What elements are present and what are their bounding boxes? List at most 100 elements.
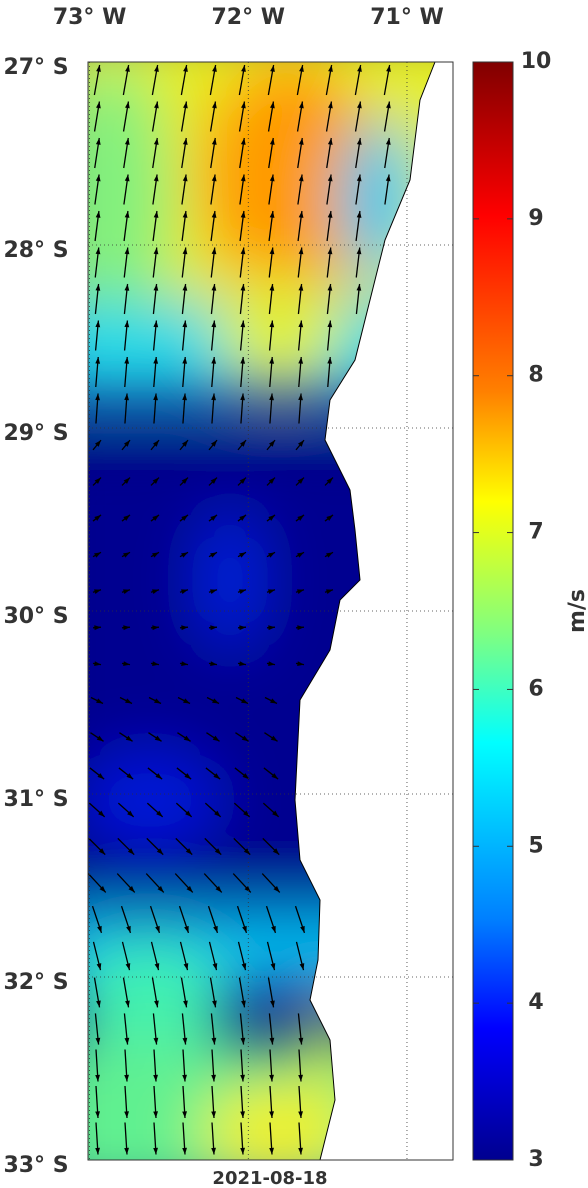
wind-arrow-head (327, 174, 333, 182)
wind-arrow-head (95, 1037, 101, 1045)
wind-arrow-head (268, 514, 275, 521)
wind-arrow-head (298, 138, 304, 145)
wind-arrow-head (243, 810, 250, 817)
wind-arrow-head (239, 661, 246, 666)
wind-arrow-head (270, 65, 275, 72)
wind-arrow-head (96, 1000, 101, 1008)
wind-arrow-head (95, 284, 101, 291)
wind-arrow-head (241, 1000, 246, 1008)
wind-arrow-head (94, 477, 101, 484)
wind-arrow-head (184, 925, 189, 933)
wind-arrow-head (155, 773, 163, 780)
wind-arrow-head (268, 440, 275, 447)
colorbar-tick-label: 10 (521, 49, 552, 74)
wind-arrow-head (123, 514, 130, 521)
wind-arrow-head (94, 625, 101, 631)
wind-arrow-head (385, 174, 391, 182)
wind-arrow-head (212, 1000, 217, 1008)
wind-arrow-head (183, 698, 191, 704)
wind-arrow-head (96, 65, 101, 72)
wind-arrow-head (240, 393, 245, 401)
wind-arrow-head (96, 698, 104, 704)
wind-arrow-head (153, 1037, 159, 1045)
wind-arrow-head (95, 138, 101, 145)
wind-arrow-head (182, 247, 188, 255)
wind-arrow-head (213, 925, 218, 933)
wind-arrow-head (123, 661, 130, 666)
wind-arrow-head (95, 1147, 100, 1155)
wind-arrow-head (215, 885, 222, 893)
wind-arrow-head (211, 211, 217, 218)
wind-arrow-head (327, 357, 333, 364)
wind-arrow-head (96, 963, 102, 971)
wind-arrow-head (124, 357, 130, 364)
wind-arrow-head (212, 698, 220, 704)
wind-arrow-head (239, 440, 246, 447)
wind-arrow-head (269, 1074, 274, 1082)
wind-arrow-head (211, 284, 217, 291)
wind-arrow-head (298, 393, 303, 401)
wind-arrow-head (356, 247, 362, 255)
wind-arrow-head (240, 247, 246, 255)
wind-arrow-head (152, 440, 159, 447)
wind-arrow-head (357, 101, 362, 109)
wind-arrow-head (211, 1074, 216, 1082)
wind-arrow-head (240, 1074, 245, 1082)
wind-arrow-head (124, 284, 130, 291)
wind-arrow-head (182, 357, 188, 364)
wind-arrow-head (299, 101, 304, 109)
wind-arrow-head (123, 589, 130, 594)
wind-arrow-head (94, 552, 101, 558)
wind-arrow-head (240, 1147, 245, 1155)
wind-arrow-head (182, 1074, 187, 1082)
wind-arrow-head (124, 393, 129, 401)
wind-arrow-head (212, 65, 217, 72)
lat-label: 29° S (3, 421, 68, 446)
wind-arrow-head (124, 247, 130, 255)
wind-arrow-head (152, 552, 159, 558)
wind-arrow-head (183, 101, 188, 109)
wind-arrow-head (385, 138, 391, 145)
wind-arrow-head (298, 174, 304, 182)
wind-arrow-head (181, 477, 188, 484)
wind-arrow-head (297, 661, 304, 666)
wind-arrow-head (123, 552, 130, 558)
wind-arrow-head (182, 1111, 187, 1118)
wind-arrow-head (211, 393, 216, 401)
lat-label: 33° S (3, 1153, 68, 1178)
wind-arrow-head (240, 357, 246, 364)
wind-arrow-head (327, 211, 333, 218)
wind-arrow-head (153, 174, 159, 182)
wind-arrow-head (128, 885, 135, 893)
wind-arrow-head (298, 1037, 304, 1045)
wind-arrow-head (152, 477, 159, 484)
wind-arrow-head (186, 885, 193, 893)
wind-arrow-head (185, 848, 193, 855)
colorbar-tick-label: 4 (528, 990, 543, 1015)
wind-arrow-head (214, 848, 222, 855)
wind-arrow-head (328, 101, 333, 109)
wind-arrow-head (152, 589, 159, 594)
wind-arrow-head (182, 138, 188, 145)
wind-arrow-head (240, 1111, 245, 1118)
wind-arrow-head (95, 1111, 100, 1118)
wind-arrow-head (125, 698, 133, 704)
wind-arrow-head (182, 393, 187, 401)
wind-arrow-head (124, 1074, 129, 1082)
date-label: 2021-08-18 (212, 1168, 327, 1188)
colorbar-tick-label: 8 (528, 363, 543, 388)
wind-arrow-head (239, 514, 246, 521)
wind-arrow-head (95, 393, 100, 401)
wind-arrow-head (181, 661, 188, 666)
wind-arrow-head (211, 357, 217, 364)
wind-arrow-head (327, 138, 333, 145)
wind-arrow-head (271, 773, 279, 780)
wind-arrow-head (241, 963, 247, 971)
wind-arrow-head (182, 174, 188, 182)
wind-arrow-head (239, 552, 246, 558)
wind-arrow-head (124, 320, 130, 328)
wind-arrow-head (244, 885, 251, 893)
wind-arrow-head (272, 810, 279, 817)
wind-arrow-head (240, 211, 246, 218)
wind-arrow-head (183, 65, 188, 72)
